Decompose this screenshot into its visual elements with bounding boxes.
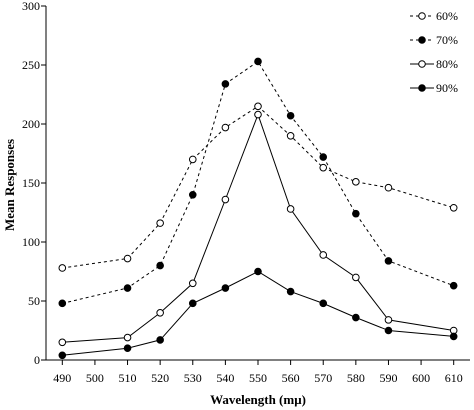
data-point <box>221 123 230 132</box>
legend-label: 60% <box>436 9 458 23</box>
x-tick-label: 490 <box>53 371 71 385</box>
legend-marker <box>418 12 426 20</box>
data-point <box>188 299 197 308</box>
data-point <box>221 195 230 204</box>
data-point <box>352 209 360 218</box>
data-point <box>449 281 458 290</box>
y-tick-label: 50 <box>28 294 40 308</box>
data-point <box>156 219 164 227</box>
data-point <box>188 155 197 164</box>
data-point <box>156 261 164 270</box>
series-line-3 <box>62 270 454 356</box>
data-point <box>286 287 295 296</box>
data-point <box>352 273 360 282</box>
data-point <box>254 267 262 276</box>
data-point <box>188 279 197 288</box>
legend-label: 70% <box>436 33 458 47</box>
data-point <box>319 251 328 259</box>
data-point <box>319 153 328 161</box>
legend-label: 90% <box>436 81 458 95</box>
x-tick-label: 580 <box>347 371 365 385</box>
data-point <box>58 338 67 347</box>
data-point <box>123 344 132 353</box>
y-axis-title: Mean Responses <box>2 139 17 231</box>
data-point <box>156 309 164 317</box>
data-point <box>384 257 393 265</box>
data-point <box>58 264 67 272</box>
data-point <box>286 111 295 120</box>
legend-marker <box>418 60 426 68</box>
x-tick-label: 570 <box>314 371 332 385</box>
series-line-1 <box>62 60 454 304</box>
y-tick-label: 250 <box>22 58 40 72</box>
x-tick-label: 510 <box>119 371 137 385</box>
data-point <box>254 110 262 119</box>
y-tick-label: 300 <box>22 0 40 13</box>
data-point <box>319 163 328 172</box>
legend-label: 80% <box>436 57 458 71</box>
data-point <box>286 205 295 213</box>
x-tick-label: 530 <box>184 371 202 385</box>
data-point <box>449 203 458 212</box>
data-point <box>352 178 360 186</box>
data-point <box>254 57 262 66</box>
x-tick-label: 500 <box>86 371 104 385</box>
data-point <box>58 299 67 308</box>
data-point <box>156 336 164 344</box>
data-point <box>384 183 393 192</box>
data-point <box>384 326 393 335</box>
data-point <box>123 254 132 263</box>
x-tick-label: 550 <box>249 371 267 385</box>
legend-marker <box>418 84 426 92</box>
y-tick-label: 0 <box>34 353 40 367</box>
series-line-2 <box>62 113 454 343</box>
data-point <box>352 313 360 322</box>
data-point <box>384 316 393 324</box>
data-point <box>254 102 262 111</box>
x-tick-label: 600 <box>412 371 430 385</box>
y-tick-label: 100 <box>22 235 40 249</box>
data-point <box>188 191 197 199</box>
data-point <box>123 284 132 292</box>
x-tick-label: 520 <box>151 371 169 385</box>
data-point <box>319 299 328 308</box>
data-point <box>449 332 458 341</box>
y-tick-label: 150 <box>22 176 40 190</box>
series-line-0 <box>62 105 454 269</box>
x-tick-label: 560 <box>282 371 300 385</box>
data-point <box>58 351 67 360</box>
x-axis-title: Wavelength (mμ) <box>210 392 306 407</box>
legend-marker <box>418 36 426 44</box>
y-tick-label: 200 <box>22 117 40 131</box>
data-point <box>123 333 132 342</box>
data-point <box>221 80 230 88</box>
x-tick-label: 590 <box>379 371 397 385</box>
data-point <box>221 284 230 292</box>
data-point <box>286 132 295 140</box>
x-tick-label: 540 <box>216 371 234 385</box>
x-tick-label: 610 <box>445 371 463 385</box>
